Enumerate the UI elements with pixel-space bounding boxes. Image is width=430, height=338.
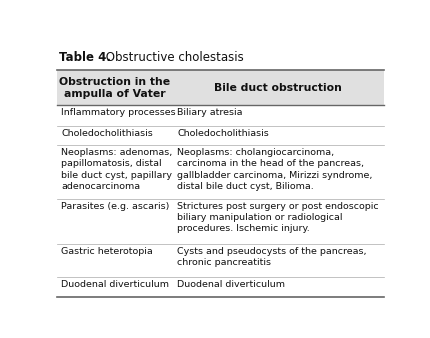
Text: Choledocholithiasis: Choledocholithiasis bbox=[61, 129, 153, 138]
Text: Obstructive cholestasis: Obstructive cholestasis bbox=[102, 51, 244, 64]
Text: Strictures post surgery or post endoscopic
biliary manipulation or radiological
: Strictures post surgery or post endoscop… bbox=[177, 202, 379, 233]
Text: Gastric heterotopia: Gastric heterotopia bbox=[61, 247, 153, 256]
Text: Parasites (e.g. ascaris): Parasites (e.g. ascaris) bbox=[61, 202, 169, 211]
Text: Cysts and pseudocysts of the pancreas,
chronic pancreatitis: Cysts and pseudocysts of the pancreas, c… bbox=[177, 247, 366, 267]
Text: Inflammatory processes: Inflammatory processes bbox=[61, 108, 176, 117]
Text: Duodenal diverticulum: Duodenal diverticulum bbox=[61, 281, 169, 289]
Bar bbox=[57, 71, 384, 105]
Text: Duodenal diverticulum: Duodenal diverticulum bbox=[177, 281, 285, 289]
Text: Bile duct obstruction: Bile duct obstruction bbox=[214, 83, 342, 93]
Text: Table 4.: Table 4. bbox=[59, 51, 111, 64]
Text: Neoplasms: cholangiocarcinoma,
carcinoma in the head of the pancreas,
gallbladde: Neoplasms: cholangiocarcinoma, carcinoma… bbox=[177, 148, 372, 191]
Text: Biliary atresia: Biliary atresia bbox=[177, 108, 243, 117]
Text: Obstruction in the
ampulla of Vater: Obstruction in the ampulla of Vater bbox=[59, 77, 170, 99]
Text: Neoplasms: adenomas,
papillomatosis, distal
bile duct cyst, papillary
adenocarci: Neoplasms: adenomas, papillomatosis, dis… bbox=[61, 148, 172, 191]
Text: Choledocholithiasis: Choledocholithiasis bbox=[177, 129, 269, 138]
